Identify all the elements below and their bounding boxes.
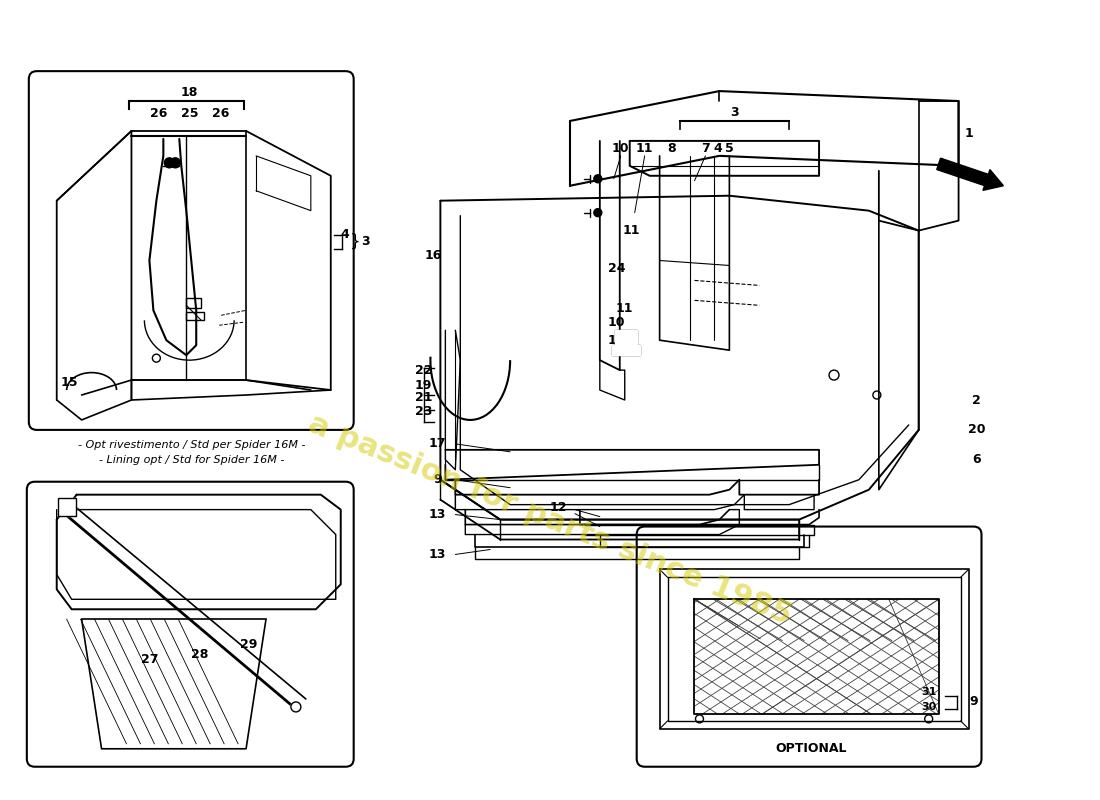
Circle shape [594, 174, 602, 182]
Text: 3: 3 [361, 235, 370, 248]
Text: 7: 7 [701, 142, 710, 155]
Text: 4: 4 [713, 142, 722, 155]
Text: 15: 15 [60, 375, 78, 389]
Text: 11: 11 [636, 142, 653, 155]
Text: 8: 8 [668, 142, 675, 155]
Text: - Opt rivestimento / Std per Spider 16M -: - Opt rivestimento / Std per Spider 16M … [77, 440, 305, 450]
Bar [612, 345, 640, 355]
Text: 14: 14 [608, 334, 626, 346]
Text: 11: 11 [623, 224, 640, 237]
FancyBboxPatch shape [637, 526, 981, 766]
Text: 9: 9 [969, 695, 978, 709]
Text: 12: 12 [549, 501, 566, 514]
FancyArrow shape [937, 158, 1003, 190]
Text: 20: 20 [968, 423, 986, 436]
Bar [57, 498, 76, 515]
Bar [57, 498, 76, 515]
Text: 5: 5 [725, 142, 734, 155]
Text: 18: 18 [180, 86, 198, 98]
Text: 1: 1 [965, 127, 972, 141]
FancyBboxPatch shape [29, 71, 354, 430]
Text: 31: 31 [922, 687, 937, 697]
Text: 10: 10 [608, 316, 626, 329]
Text: 19: 19 [415, 378, 432, 391]
Text: }: } [351, 233, 361, 250]
Text: OPTIONAL: OPTIONAL [776, 742, 847, 755]
Text: - Lining opt / Std for Spider 16M -: - Lining opt / Std for Spider 16M - [99, 454, 284, 465]
Text: 3: 3 [730, 106, 739, 119]
Circle shape [164, 158, 174, 168]
Bar [186, 312, 205, 320]
Text: 28: 28 [190, 648, 208, 661]
Text: 10: 10 [612, 142, 629, 155]
Text: 17: 17 [429, 438, 447, 450]
Text: 26: 26 [150, 107, 167, 121]
Text: 27: 27 [141, 653, 158, 666]
Bar [612, 345, 640, 355]
Text: 26: 26 [212, 107, 230, 121]
FancyBboxPatch shape [26, 482, 354, 766]
Circle shape [594, 209, 602, 217]
Text: 30: 30 [922, 702, 937, 712]
Text: 2: 2 [972, 394, 981, 406]
Text: 24: 24 [608, 262, 626, 275]
Text: 9: 9 [433, 474, 442, 486]
Text: 13: 13 [429, 508, 447, 521]
Circle shape [170, 158, 180, 168]
Text: 16: 16 [425, 249, 442, 262]
Text: 11: 11 [616, 302, 634, 315]
Text: 29: 29 [241, 638, 257, 650]
Text: 25: 25 [180, 107, 198, 121]
Bar [615, 330, 637, 344]
Text: 4: 4 [340, 228, 349, 241]
Text: 6: 6 [972, 454, 981, 466]
Text: 21: 21 [415, 390, 432, 403]
Circle shape [290, 702, 301, 712]
Bar [186, 298, 201, 308]
Text: 22: 22 [415, 364, 432, 377]
Bar [615, 330, 637, 344]
Text: a passion for parts since 1985: a passion for parts since 1985 [304, 409, 796, 630]
Text: 13: 13 [429, 548, 447, 561]
Text: 23: 23 [415, 406, 432, 418]
